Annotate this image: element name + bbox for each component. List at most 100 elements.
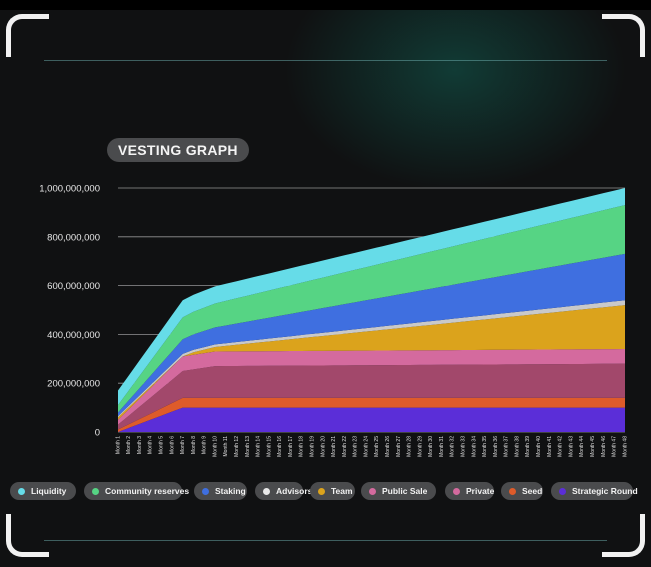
area-private [118, 363, 625, 430]
legend-item-staking[interactable]: Staking [194, 482, 247, 500]
legend-item-team[interactable]: Team [310, 482, 355, 500]
x-tick-label: Month 1 [115, 436, 121, 454]
legend-swatch [92, 487, 99, 495]
x-tick-label: Month 36 [493, 436, 499, 457]
legend-label: Community reserves [105, 486, 190, 496]
legend-swatch [18, 487, 25, 495]
x-tick-label: Month 47 [612, 436, 618, 457]
legend-item-advisors[interactable]: Advisors [255, 482, 312, 500]
x-tick-label: Month 7 [180, 436, 186, 454]
legend-item-strategic-round[interactable]: Strategic Round [551, 482, 638, 500]
x-tick-label: Month 4 [148, 436, 154, 454]
legend-label: Team [331, 486, 353, 496]
legend-item-community-reserves[interactable]: Community reserves [84, 482, 189, 500]
legend-label: Private [466, 486, 495, 496]
x-tick-label: Month 6 [169, 436, 175, 454]
x-tick-label: Month 22 [342, 436, 348, 457]
legend-item-private[interactable]: Private [445, 482, 494, 500]
x-tick-label: Month 20 [320, 436, 326, 457]
x-tick-label: Month 23 [353, 436, 359, 457]
area-seed [118, 397, 625, 432]
x-tick-label: Month 39 [525, 436, 531, 457]
x-tick-label: Month 8 [191, 436, 197, 454]
legend-swatch [453, 487, 460, 495]
x-tick-label: Month 13 [245, 436, 251, 457]
x-tick-label: Month 14 [256, 436, 262, 457]
x-tick-label: Month 19 [309, 436, 315, 457]
top-bar [0, 0, 651, 10]
chart-legend: Liquidity Community reserves Staking Adviso… [4, 482, 644, 502]
y-tick-label: 0 [95, 428, 100, 439]
x-tick-label: Month 45 [590, 436, 596, 457]
x-tick-label: Month 30 [428, 436, 434, 457]
chart-title: VESTING GRAPH [107, 138, 249, 162]
y-tick-label: 200,000,000 [47, 379, 100, 390]
y-tick-label: 1,000,000,000 [39, 184, 100, 195]
y-tick-label: 800,000,000 [47, 232, 100, 243]
divider-bottom [44, 540, 607, 541]
x-tick-label: Month 40 [536, 436, 542, 457]
legend-label: Advisors [276, 486, 313, 496]
legend-swatch [263, 487, 270, 495]
legend-label: Seed [522, 486, 543, 496]
legend-label: Public Sale [382, 486, 428, 496]
x-tick-label: Month 43 [568, 436, 574, 457]
x-tick-label: Month 11 [223, 436, 229, 457]
x-tick-label: Month 17 [288, 436, 294, 457]
legend-swatch [509, 487, 516, 495]
corner-bracket-bottom-right [602, 514, 645, 557]
area-strategic-round [118, 407, 625, 432]
area-staking [118, 253, 625, 417]
x-tick-label: Month 29 [417, 436, 423, 457]
x-tick-label: Month 42 [558, 436, 564, 457]
y-tick-label: 600,000,000 [47, 281, 100, 292]
x-tick-label: Month 31 [439, 436, 445, 457]
legend-swatch [559, 487, 566, 495]
corner-bracket-top-left [6, 14, 49, 57]
y-axis-ticks: 0 200,000,000 400,000,000 600,000,000 800,00… [39, 184, 100, 439]
x-tick-label: Month 32 [450, 436, 456, 457]
x-tick-label: Month 26 [385, 436, 391, 457]
x-tick-label: Month 3 [137, 436, 143, 454]
x-tick-label: Month 48 [622, 436, 628, 457]
area-liquidity [118, 188, 625, 406]
legend-label: Liquidity [31, 486, 67, 496]
x-tick-label: Month 34 [471, 436, 477, 457]
x-tick-label: Month 41 [547, 436, 553, 457]
legend-swatch [202, 487, 209, 495]
x-tick-label: Month 25 [374, 436, 380, 457]
area-team [118, 305, 625, 420]
x-tick-label: Month 44 [579, 436, 585, 457]
legend-swatch [369, 487, 376, 495]
x-tick-label: Month 28 [407, 436, 413, 457]
x-tick-label: Month 10 [212, 436, 218, 457]
legend-item-public-sale[interactable]: Public Sale [361, 482, 436, 500]
x-tick-label: Month 2 [126, 436, 132, 454]
chart-areas [118, 188, 625, 432]
legend-item-liquidity[interactable]: Liquidity [10, 482, 76, 500]
x-tick-label: Month 15 [266, 436, 272, 457]
x-tick-label: Month 33 [461, 436, 467, 457]
corner-bracket-top-right [602, 14, 645, 57]
divider-top [44, 60, 607, 61]
x-tick-label: Month 24 [363, 436, 369, 457]
x-tick-label: Month 21 [331, 436, 337, 457]
x-tick-label: Month 12 [234, 436, 240, 457]
y-tick-label: 400,000,000 [47, 330, 100, 341]
x-tick-label: Month 9 [202, 436, 208, 454]
x-tick-label: Month 5 [158, 436, 164, 454]
x-tick-label: Month 37 [504, 436, 510, 457]
x-tick-label: Month 18 [299, 436, 305, 457]
area-public-sale [118, 349, 625, 425]
legend-item-seed[interactable]: Seed [501, 482, 543, 500]
area-community-reserves [118, 205, 625, 413]
x-axis-ticks: Month 1 Month 2 Month 3 Month 4 Month 5 Month… [115, 436, 628, 457]
legend-swatch [318, 487, 325, 495]
x-tick-label: Month 46 [601, 436, 607, 457]
corner-bracket-bottom-left [6, 514, 49, 557]
x-tick-label: Month 27 [396, 436, 402, 457]
legend-label: Strategic Round [572, 486, 638, 496]
x-tick-label: Month 16 [277, 436, 283, 457]
